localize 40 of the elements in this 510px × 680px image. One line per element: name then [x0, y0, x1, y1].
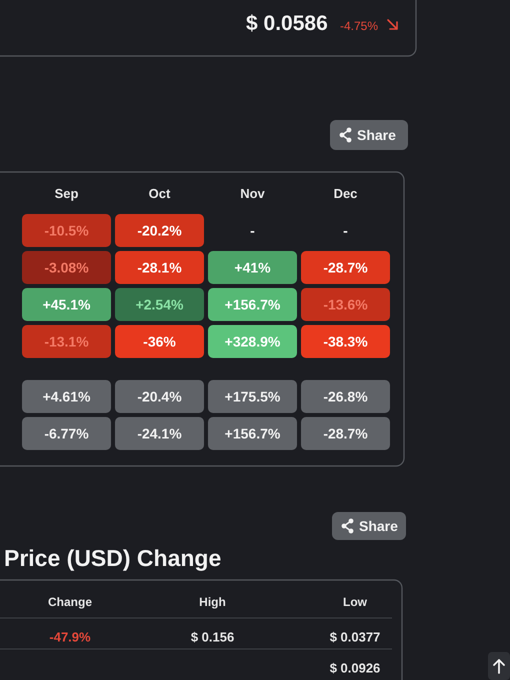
data-label: +156.7% — [224, 296, 281, 312]
data-label: +156.7% — [224, 426, 281, 442]
text: Share — [357, 127, 396, 143]
data-label: -20.2% — [137, 222, 182, 238]
x-tick-label: Oct — [148, 186, 172, 201]
data-label: +175.5% — [224, 388, 281, 404]
category-label: Low — [343, 595, 368, 609]
data-label: -10.5% — [44, 222, 90, 238]
data-label: +4.61% — [42, 388, 91, 404]
data-label: +328.9% — [224, 334, 281, 350]
text: Share — [359, 518, 398, 534]
data-label: -26.8% — [323, 388, 368, 404]
data-label: -13.1% — [44, 334, 90, 350]
data-label: +45.1% — [42, 296, 91, 312]
x-tick-label: Dec — [334, 186, 358, 201]
text: -4.75% — [340, 19, 378, 33]
text: - — [250, 222, 255, 238]
data-label: -13.6% — [323, 296, 368, 312]
data-label: -28.1% — [137, 260, 182, 276]
data-label: -36% — [143, 334, 176, 350]
category-label: Change — [48, 595, 92, 609]
text: Price (USD) Change — [4, 545, 222, 571]
text: $ 0.0586 — [246, 12, 328, 35]
data-label: -24.1% — [137, 426, 182, 442]
x-tick-label: Sep — [54, 186, 78, 201]
x-tick-label: Nov — [240, 186, 266, 201]
text: - — [343, 222, 348, 238]
data-label: +2.54% — [136, 296, 184, 312]
text: $ 0.156 — [190, 630, 234, 644]
data-label: -3.08% — [44, 260, 90, 276]
text: $ 0.0926 — [330, 660, 380, 676]
text: -47.9% — [49, 630, 91, 644]
data-label: -38.3% — [323, 334, 368, 350]
data-label: -28.7% — [323, 426, 368, 442]
text: $ 0.0377 — [330, 630, 380, 644]
data-label: +41% — [234, 260, 272, 276]
data-label: -20.4% — [137, 388, 182, 404]
category-label: High — [199, 595, 226, 609]
data-label: -6.77% — [44, 426, 90, 442]
data-label: -28.7% — [323, 260, 368, 276]
